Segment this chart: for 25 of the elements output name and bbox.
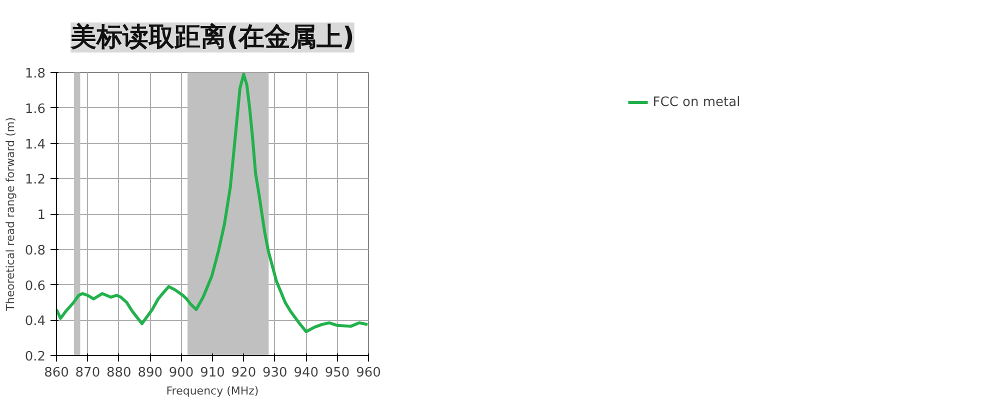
x-tick-label: 950 (324, 366, 350, 380)
x-tick-label: 960 (356, 366, 381, 380)
x-tick-label: 860 (44, 366, 69, 380)
y-tick-label: 0.8 (24, 243, 46, 258)
y-tick-label: 1.6 (24, 102, 46, 117)
x-tick-label: 920 (231, 366, 256, 380)
legend-label: FCC on metal (652, 94, 740, 110)
chart-title: 美标读取距离(在金属上) (70, 22, 354, 52)
x-axis-title: Frequency (MHz) (166, 384, 259, 398)
y-tick-label: 0.4 (24, 314, 46, 330)
x-tick-label: 890 (138, 366, 163, 380)
x-tick-label: 930 (262, 366, 288, 380)
x-tick-label: 940 (294, 366, 319, 380)
y-tick-label: 0.6 (24, 278, 46, 294)
x-tick-label: 900 (168, 366, 194, 380)
y-tick-label: 0.2 (24, 350, 46, 364)
y-tick-label: 1.2 (24, 172, 46, 188)
line-series (56, 72, 368, 334)
x-tick-label: 870 (75, 366, 100, 380)
y-axis-title: Theoretical read range forward (m) (4, 117, 17, 312)
y-tick-label: 1 (37, 208, 46, 223)
y-tick-label: 1.8 (24, 66, 46, 82)
x-tick-label: 910 (200, 366, 225, 380)
x-tick-label: 880 (106, 366, 132, 380)
y-tick-label: 1.4 (24, 137, 46, 152)
